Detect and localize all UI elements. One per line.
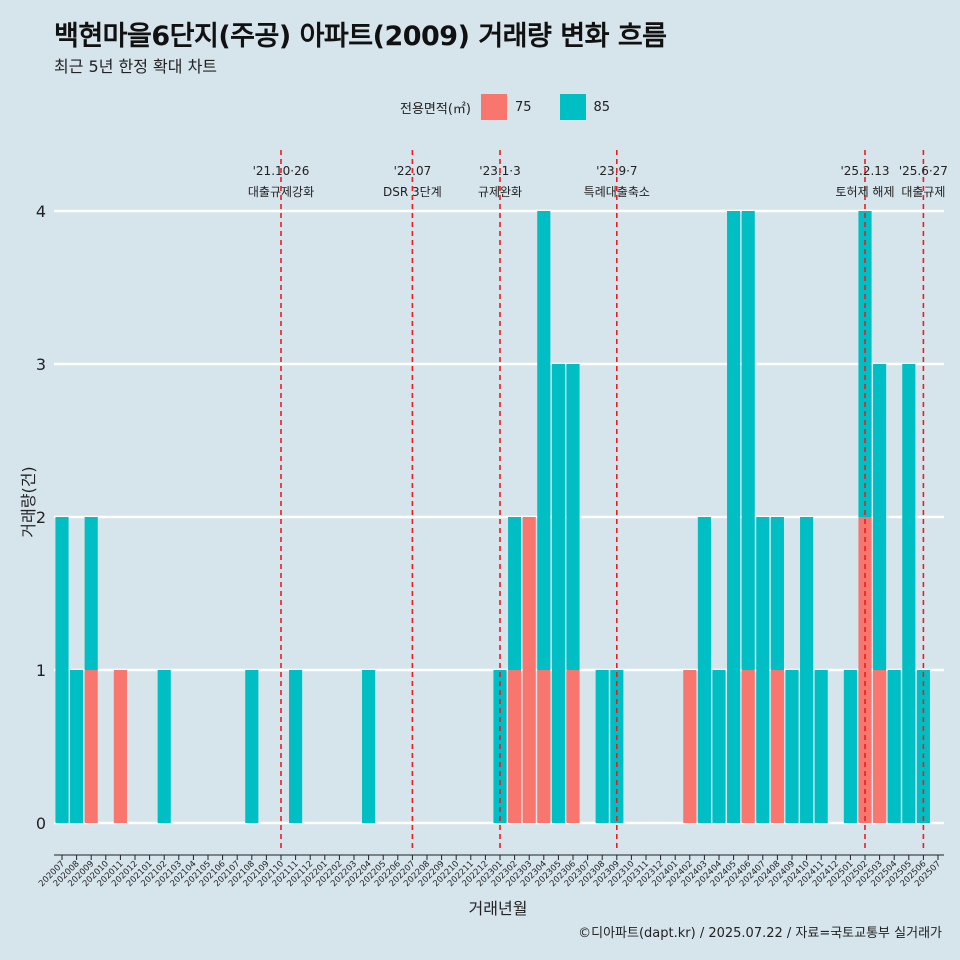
bar-75-202306: [566, 670, 580, 823]
y-tick-label: 0: [36, 814, 46, 833]
bar-85-202406: [741, 211, 755, 670]
bar-75-202011: [113, 670, 127, 823]
bar-85-202009: [84, 517, 98, 670]
bar-75-202303: [522, 517, 536, 823]
bar-75-202502: [858, 517, 872, 823]
bar-75-202503: [873, 670, 887, 823]
event-label: 규제완화: [478, 185, 522, 199]
legend-swatch-85: [559, 94, 586, 120]
source-caption: ©디아파트(dapt.kr) / 2025.07.22 / 자료=국토교통부 실…: [578, 926, 942, 941]
event-label: 대출규제: [901, 185, 945, 199]
chart-title: 백현마을6단지(주공) 아파트(2009) 거래량 변화 흐름: [54, 21, 667, 52]
bar-75-202302: [508, 670, 522, 823]
bar-85-202304: [537, 211, 551, 670]
event-date-label: '22.07: [394, 164, 432, 178]
bar-85-202502: [858, 211, 872, 517]
legend-swatch-75: [480, 94, 507, 120]
legend-label-75: 75: [514, 99, 532, 115]
event-date-label: '23.1·3: [479, 164, 520, 178]
bar-75-202304: [537, 670, 551, 823]
bar-85-202007: [55, 517, 69, 823]
bar-85-202410: [800, 517, 814, 823]
bar-85-202308: [595, 670, 609, 823]
legend-label-85: 85: [593, 99, 611, 115]
legend-title: 전용면적(㎡): [400, 101, 471, 117]
bar-85-202111: [289, 670, 303, 823]
bar-85-202408: [770, 517, 784, 670]
event-label: 특례대출축소: [584, 185, 650, 199]
bar-85-202302: [508, 517, 522, 670]
bar-85-202504: [887, 670, 901, 823]
bar-85-202108: [245, 670, 259, 823]
bar-75-202402: [683, 670, 697, 823]
bar-85-202411: [814, 670, 828, 823]
bar-85-202102: [157, 670, 171, 823]
y-axis-title: 거래량(건): [19, 466, 38, 537]
event-date-label: '23.9·7: [596, 164, 637, 178]
bar-75-202408: [770, 670, 784, 823]
bar-85-202505: [902, 364, 916, 823]
y-tick-label: 4: [36, 202, 46, 221]
event-date-label: '25.2.13: [840, 164, 889, 178]
bar-85-202404: [712, 670, 726, 823]
x-axis-title: 거래년월: [469, 899, 528, 918]
bar-85-202008: [70, 670, 84, 823]
bar-75-202009: [84, 670, 98, 823]
y-tick-label: 3: [36, 355, 46, 374]
bar-85-202501: [843, 670, 857, 823]
event-date-label: '25.6·27: [899, 164, 948, 178]
bar-85-202204: [362, 670, 376, 823]
y-tick-label: 2: [36, 508, 46, 527]
event-date-label: '21.10·26: [253, 164, 310, 178]
bar-85-202403: [697, 517, 711, 823]
event-label: 대출규제강화: [248, 185, 314, 199]
event-label: 토허제 해제: [835, 185, 894, 199]
bar-85-202306: [566, 364, 580, 670]
chart-subtitle: 최근 5년 한정 확대 차트: [54, 57, 218, 76]
bar-85-202503: [873, 364, 887, 670]
event-label: DSR 3단계: [383, 185, 442, 199]
y-tick-label: 1: [36, 661, 46, 680]
bar-75-202406: [741, 670, 755, 823]
bar-85-202405: [727, 211, 741, 823]
bar-85-202409: [785, 670, 799, 823]
legend: 전용면적(㎡) 75 85: [400, 93, 616, 121]
bar-85-202407: [756, 517, 770, 823]
bar-85-202305: [551, 364, 565, 823]
